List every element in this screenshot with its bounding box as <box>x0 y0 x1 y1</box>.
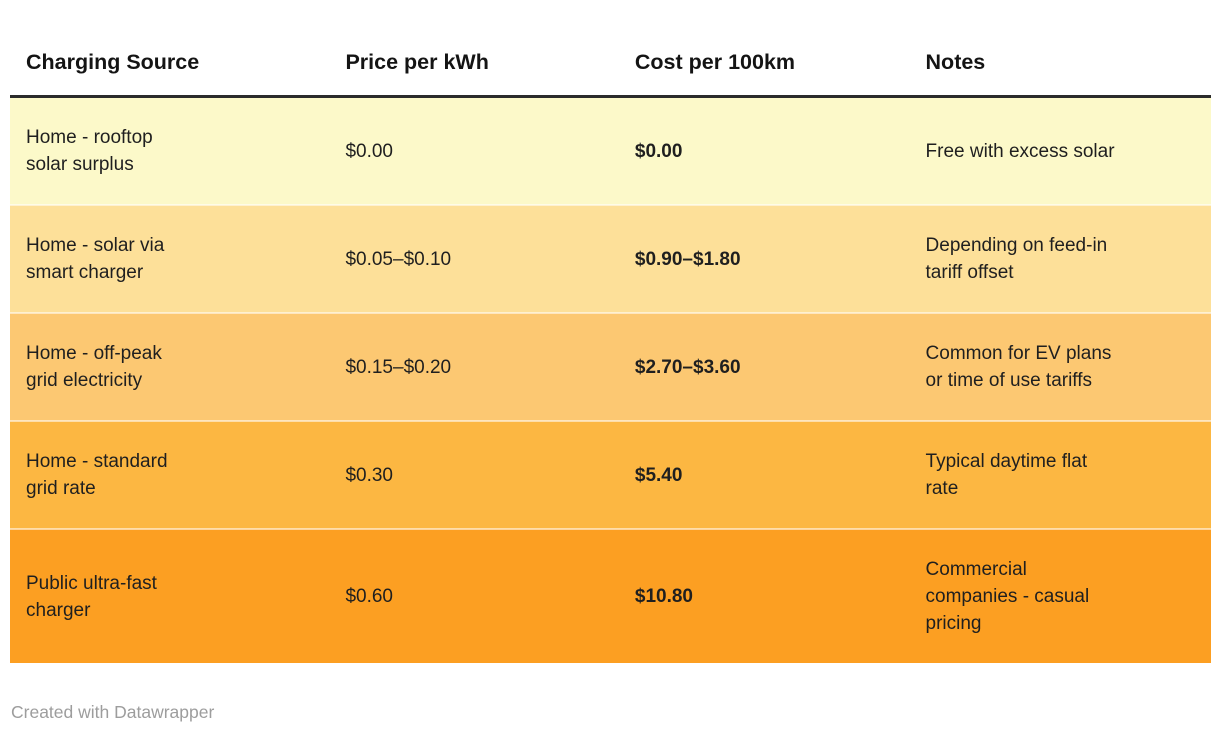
cell-price: $0.15–$0.20 <box>329 312 619 421</box>
column-header-cost-per-100km: Cost per 100km <box>618 48 910 98</box>
cell-cost: $2.70–$3.60 <box>618 312 910 421</box>
datawrapper-attribution: Created with Datawrapper <box>11 702 215 722</box>
cell-cost: $10.80 <box>618 528 910 663</box>
cell-notes: Commercial companies - casual pricing <box>909 528 1211 663</box>
table-row: Home - off-peak grid electricity $0.15–$0… <box>10 312 1211 421</box>
table-body: Home - rooftop solar surplus $0.00 $0.00 Fr… <box>10 96 1211 663</box>
charging-cost-table: Charging Source Price per kWh Cost per 1… <box>10 48 1211 663</box>
table-row: Home - standard grid rate $0.30 $5.40 Typic… <box>10 420 1211 529</box>
column-header-notes: Notes <box>909 48 1211 98</box>
header-row: Charging Source Price per kWh Cost per 1… <box>10 48 1211 98</box>
cell-cost: $5.40 <box>618 420 910 529</box>
cell-source: Public ultra-fast charger <box>10 528 330 663</box>
cell-cost: $0.00 <box>634 140 683 162</box>
cell-price: $0.05–$0.10 <box>329 204 619 313</box>
cell-source: Home - rooftop solar surplus <box>26 127 153 175</box>
cell-source: Home - solar via smart charger <box>10 204 330 313</box>
cell-source: Home - off-peak grid electricity <box>10 312 330 421</box>
table-row: Public ultra-fast charger $0.60 $10.80 Comm… <box>10 528 1211 663</box>
cell-source: Home - standard grid rate <box>10 420 330 529</box>
cell-cost: $0.90–$1.80 <box>618 204 910 313</box>
table-header: Charging Source Price per kWh Cost per 1… <box>10 48 1211 98</box>
cell-notes: Common for EV plans or time of use tarif… <box>909 312 1211 421</box>
column-header-price-per-kwh: Price per kWh <box>329 48 619 98</box>
cell-price: $0.00 <box>345 140 393 162</box>
cell-notes: Typical daytime flat rate <box>909 420 1211 529</box>
cell-price: $0.30 <box>329 420 619 529</box>
column-header-charging-source: Charging Source <box>10 48 330 98</box>
cell-notes: Depending on feed-in tariff offset <box>909 204 1211 313</box>
table-row: Home - rooftop solar surplus $0.00 $0.00 Fr… <box>10 96 1211 205</box>
cell-price: $0.60 <box>329 528 619 663</box>
cell-notes: Free with excess solar <box>925 140 1115 162</box>
table-row: Home - solar via smart charger $0.05–$0.1… <box>10 204 1211 313</box>
page: Charging Source Price per kWh Cost per 1… <box>10 48 1211 722</box>
